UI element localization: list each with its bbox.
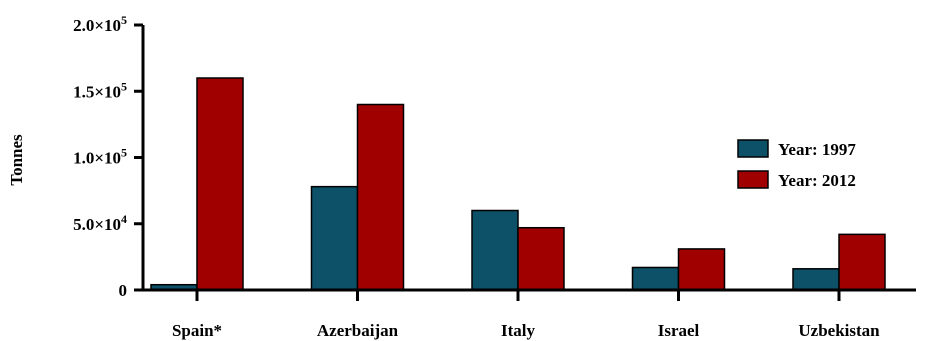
bars-group	[150, 77, 886, 291]
x-tick-label: Spain*	[172, 321, 222, 340]
y-tick-exponent: 4	[121, 212, 127, 226]
x-tick-label: Azerbaijan	[317, 321, 399, 340]
y-axis-title: Tonnes	[7, 134, 26, 186]
y-tick-exponent: 5	[121, 146, 127, 160]
bar-azerbaijan-series1	[310, 185, 359, 291]
bar-spain-series2	[196, 77, 244, 291]
x-tick-labels-group: Spain* Azerbaijan Italy Israel Uzbekistan	[172, 290, 880, 340]
y-tick-exponent: 5	[121, 79, 127, 93]
x-tick-label: Uzbekistan	[798, 321, 880, 340]
y-tick-label: 1.0×105	[73, 146, 127, 168]
bar-uzbekistan-series1	[792, 268, 840, 291]
bar-italy-series1	[471, 209, 519, 291]
legend-label: Year: 2012	[778, 171, 856, 190]
y-tick-label: 2.0×105	[73, 13, 127, 35]
bar-israel-series1	[631, 266, 680, 291]
bar-uzbekistan-series2	[838, 233, 886, 291]
y-tick-label: 1.5×105	[73, 79, 127, 101]
y-tick-label: 0	[119, 281, 128, 300]
y-ticks-group: 0 5.0×104 1.0×105 1.5×105 2.0×105	[73, 13, 143, 300]
bar-israel-series2	[677, 248, 726, 291]
y-tick-exponent: 5	[121, 13, 127, 27]
legend-swatch	[737, 139, 769, 158]
legend-label: Year: 1997	[778, 140, 856, 159]
legend: Year: 1997 Year: 2012	[737, 139, 856, 190]
y-tick-label: 5.0×104	[73, 212, 127, 234]
bar-azerbaijan-series2	[356, 103, 405, 291]
x-tick-label: Italy	[501, 321, 536, 340]
legend-swatch	[737, 170, 769, 189]
x-tick-label: Israel	[658, 321, 700, 340]
bar-italy-series2	[517, 226, 565, 291]
